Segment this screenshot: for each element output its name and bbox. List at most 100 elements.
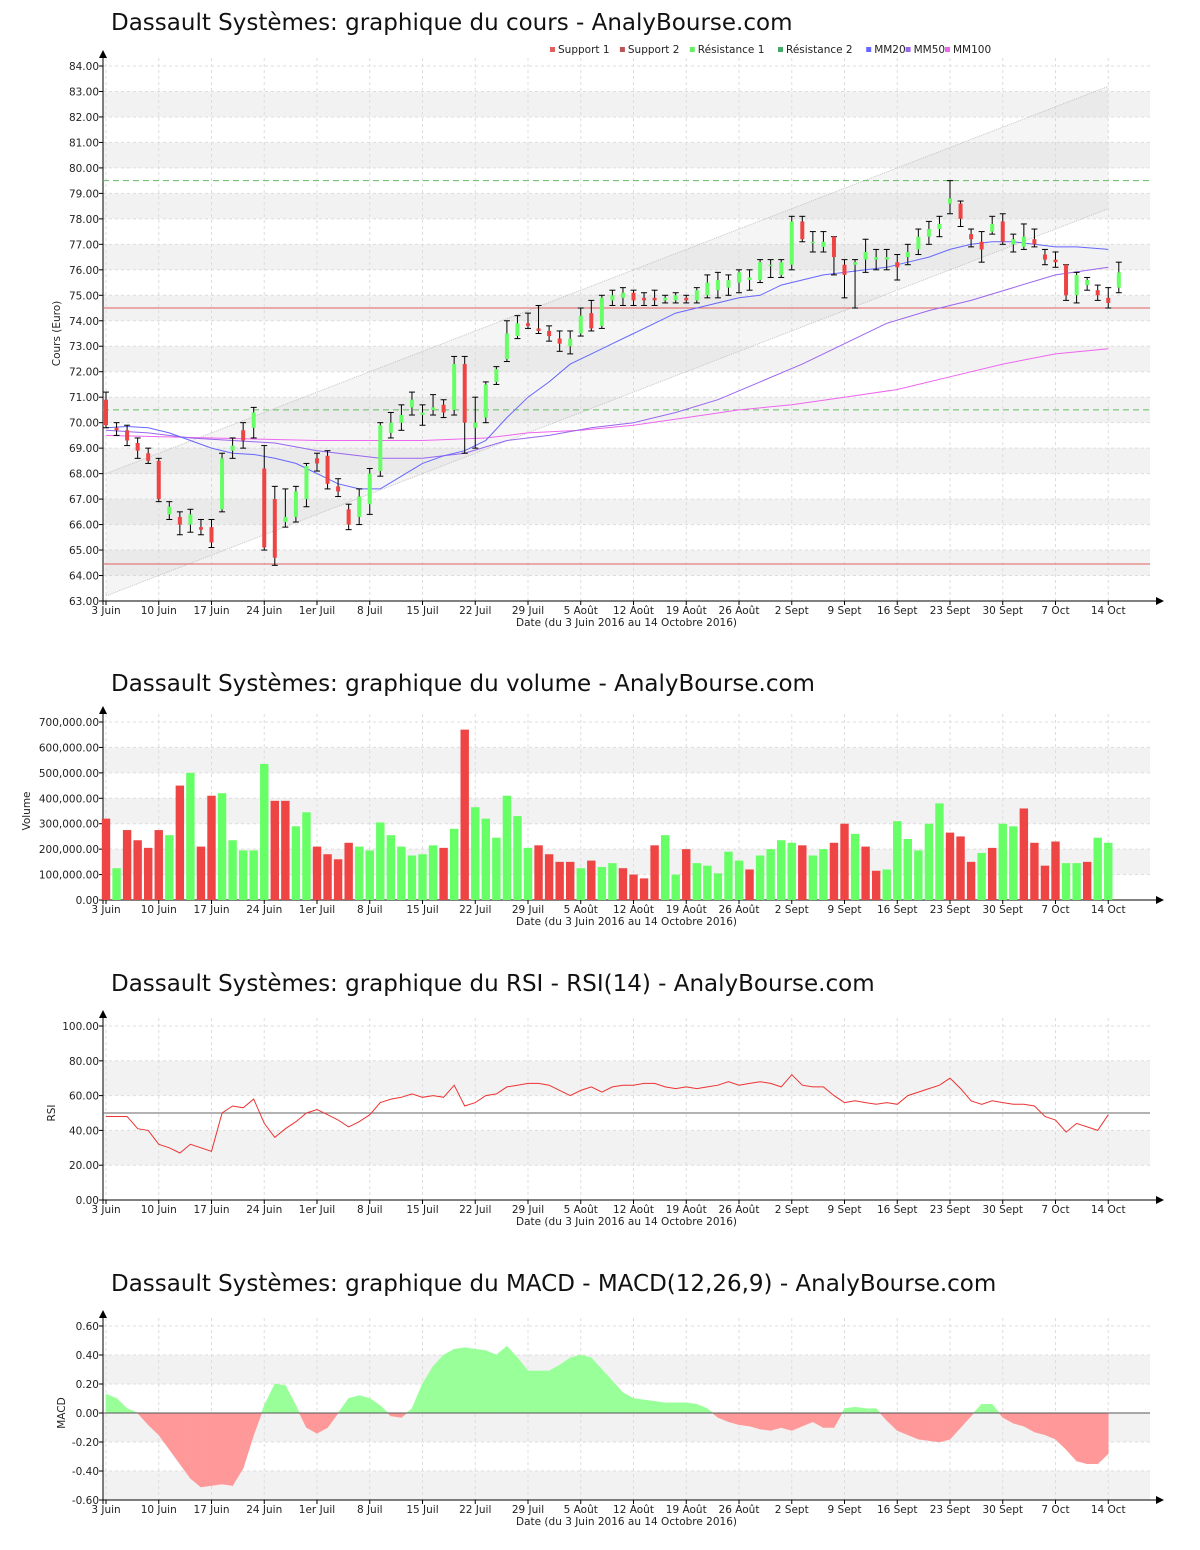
x-tick-label: 3 Juin [91,1504,120,1516]
candle-body [705,282,710,296]
volume-bar [312,846,322,900]
candle [598,294,605,329]
candle [609,289,616,306]
plot-band [103,499,1150,525]
candle [999,213,1006,245]
candle [124,424,131,447]
volume-bar [291,826,301,900]
y-axis-arrow [99,1010,107,1018]
x-tick-label: 14 Oct [1091,1504,1126,1516]
candle-body [104,399,108,426]
legend-item: Résistance 1 [689,44,764,56]
macd-area-negative [939,1412,951,1443]
plot-band [103,193,1150,219]
candle-body [1064,264,1069,296]
candle [419,404,426,426]
candle [461,355,468,454]
macd-area-positive [865,1408,877,1414]
macd-area-positive [844,1406,856,1414]
candle [292,485,299,523]
x-tick-label: 16 Sept [877,1504,918,1516]
candle [1063,264,1070,301]
x-tick-label: 19 Août [666,605,707,617]
macd-area-positive [411,1383,423,1414]
candle [736,269,742,294]
candle [303,462,310,508]
candle [335,478,342,498]
volume-bar [355,846,364,900]
legend-item: Résistance 2 [778,44,853,56]
y-tick-label: 68.00 [69,469,99,481]
y-tick-label: 60.00 [69,1091,99,1103]
y-tick-label: 0.00 [76,1408,99,1420]
candle-body [135,443,140,451]
x-tick-label: 8 Juil [357,1204,383,1216]
macd-area-positive [380,1405,389,1414]
candle [693,287,700,304]
candle-body [1021,236,1026,247]
candle-body [810,241,815,244]
legend-label: MM20 [874,44,905,56]
macd-area-negative [190,1412,202,1488]
x-tick-label: 26 Août [719,1204,760,1216]
y-tick-label: 64.00 [69,571,99,583]
candle-body [262,468,267,548]
candle [883,248,890,271]
volume-bar [186,772,195,900]
candle [725,274,732,296]
plot-band [103,747,1150,773]
x-tick-label: 30 Sept [982,605,1023,617]
candle [240,422,247,449]
volume-bar [639,878,649,900]
candle [472,396,479,449]
legend-label: Support 2 [628,44,680,56]
candle [398,404,405,431]
price-chart-title: Dassault Systèmes: graphique du cours - … [111,10,793,36]
volume-bar [713,873,723,900]
candle [873,248,880,271]
legend-swatch [866,47,872,52]
macd-area-negative [759,1412,771,1431]
candle-body [568,338,573,347]
macd-area-positive [580,1354,592,1414]
volume-bar [861,846,870,900]
y-tick-label: 100,000.00 [39,870,99,882]
macd-area-positive [485,1350,497,1414]
y-axis-arrow [99,706,107,714]
volume-bar [935,803,944,900]
plot-band [103,1355,1150,1384]
legend-label: MM100 [953,44,991,56]
volume-bar [840,823,849,900]
macd-area-negative [1034,1412,1046,1436]
macd-area-negative [179,1412,191,1480]
x-tick-label: 23 Sept [930,904,971,916]
macd-area-positive [548,1364,560,1414]
volume-bar [903,838,912,900]
plot-band [103,346,1150,372]
candle-body [694,290,699,301]
macd-area-positive [474,1348,487,1414]
candle [641,292,648,306]
y-tick-label: 400,000.00 [39,793,99,805]
candle-body [536,328,541,331]
candle-body [515,323,520,337]
volume-bar [1093,837,1102,900]
volume-bar [850,833,860,900]
y-axis-title: Cours (Euro) [51,301,63,367]
volume-bar [1104,842,1113,900]
y-tick-label: 40.00 [69,1125,99,1137]
volume-bar [829,842,839,900]
candle-body [990,223,995,232]
x-tick-label: 15 Juil [406,1504,438,1516]
y-tick-label: 0.20 [76,1379,99,1391]
y-tick-label: 70.00 [69,418,99,430]
x-tick-label: 29 Juil [512,1204,544,1216]
x-tick-label: 7 Oct [1041,904,1069,916]
candle-body [1032,239,1037,245]
plot-band [103,550,1150,576]
y-tick-label: 66.00 [69,520,99,532]
candle [345,503,352,531]
macd-area-negative [770,1412,782,1431]
candle [809,231,816,253]
y-tick-label: 79.00 [69,188,99,200]
